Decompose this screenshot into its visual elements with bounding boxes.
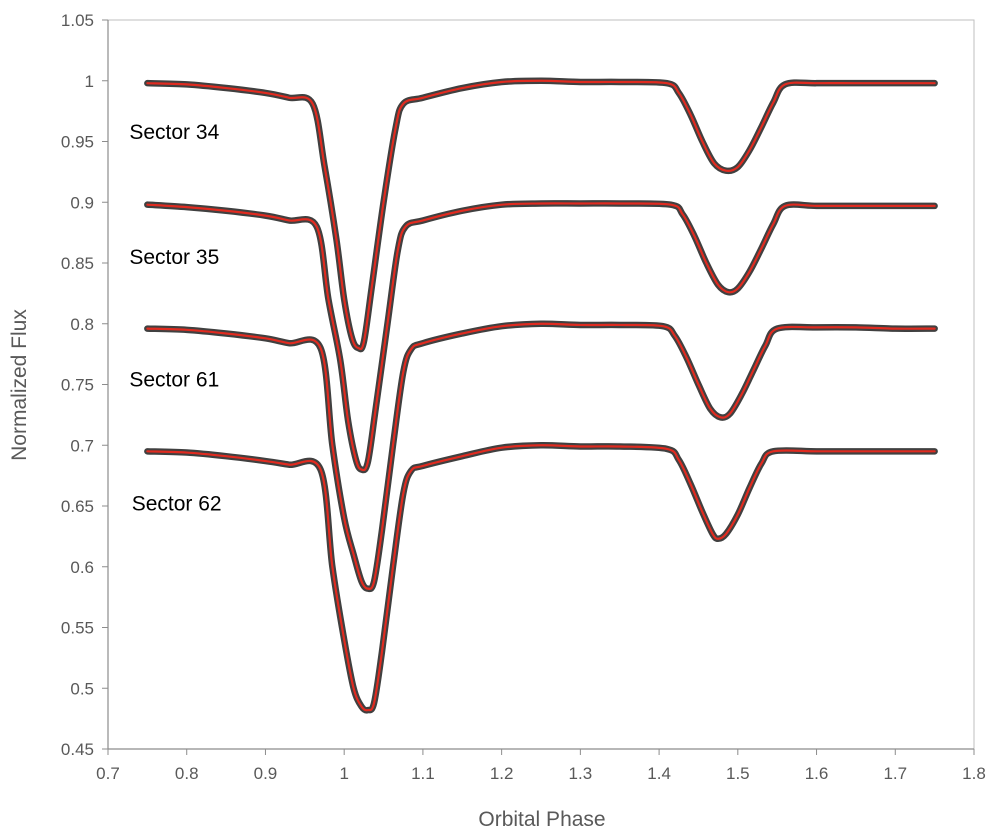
sector-label: Sector 62	[132, 493, 222, 516]
x-tick-label: 1.6	[805, 764, 829, 783]
x-tick-label: 1.7	[883, 764, 907, 783]
sector-label: Sector 61	[129, 369, 219, 392]
y-tick-label: 1	[85, 72, 94, 91]
y-tick-label: 0.6	[70, 558, 94, 577]
model-fit-curve	[146, 444, 936, 712]
x-tick-label: 1.1	[411, 764, 435, 783]
x-tick-label: 0.7	[96, 764, 120, 783]
sector-label: Sector 35	[129, 246, 219, 269]
model-fit-curve	[146, 79, 936, 351]
light-curves	[144, 77, 938, 714]
y-tick-label: 0.85	[61, 254, 94, 273]
y-tick-label: 0.55	[61, 619, 94, 638]
y-axis-title: Normalized Flux	[8, 309, 31, 461]
y-tick-label: 0.65	[61, 497, 94, 516]
sector-label: Sector 34	[129, 121, 219, 144]
y-tick-label: 0.8	[70, 315, 94, 334]
y-tick-label: 0.9	[70, 193, 94, 212]
model-fit-curve	[146, 202, 936, 472]
x-tick-label: 1.2	[490, 764, 514, 783]
y-tick-label: 0.75	[61, 376, 94, 395]
y-tick-label: 0.5	[70, 679, 94, 698]
x-axis-title: Orbital Phase	[478, 808, 605, 831]
model-fit-curve	[146, 322, 936, 590]
sector-labels: Sector 34 Sector 35 Sector 61 Sector 62	[129, 121, 221, 516]
x-tick-label: 1.5	[726, 764, 750, 783]
x-tick-label: 1.4	[647, 764, 671, 783]
tick-labels: 0.7 0.8 0.9 1 1.1 1.2 1.3 1.4 1.5 1.6 1.7 1.80.450.…	[61, 11, 986, 783]
y-tick-label: 0.7	[70, 436, 94, 455]
x-tick-label: 1.3	[569, 764, 593, 783]
y-tick-label: 1.05	[61, 11, 94, 30]
x-tick-label: 1.8	[962, 764, 986, 783]
x-tick-label: 1	[339, 764, 348, 783]
x-tick-label: 0.8	[175, 764, 199, 783]
x-tick-label: 0.9	[254, 764, 278, 783]
y-tick-label: 0.45	[61, 740, 94, 759]
y-tick-label: 0.95	[61, 133, 94, 152]
